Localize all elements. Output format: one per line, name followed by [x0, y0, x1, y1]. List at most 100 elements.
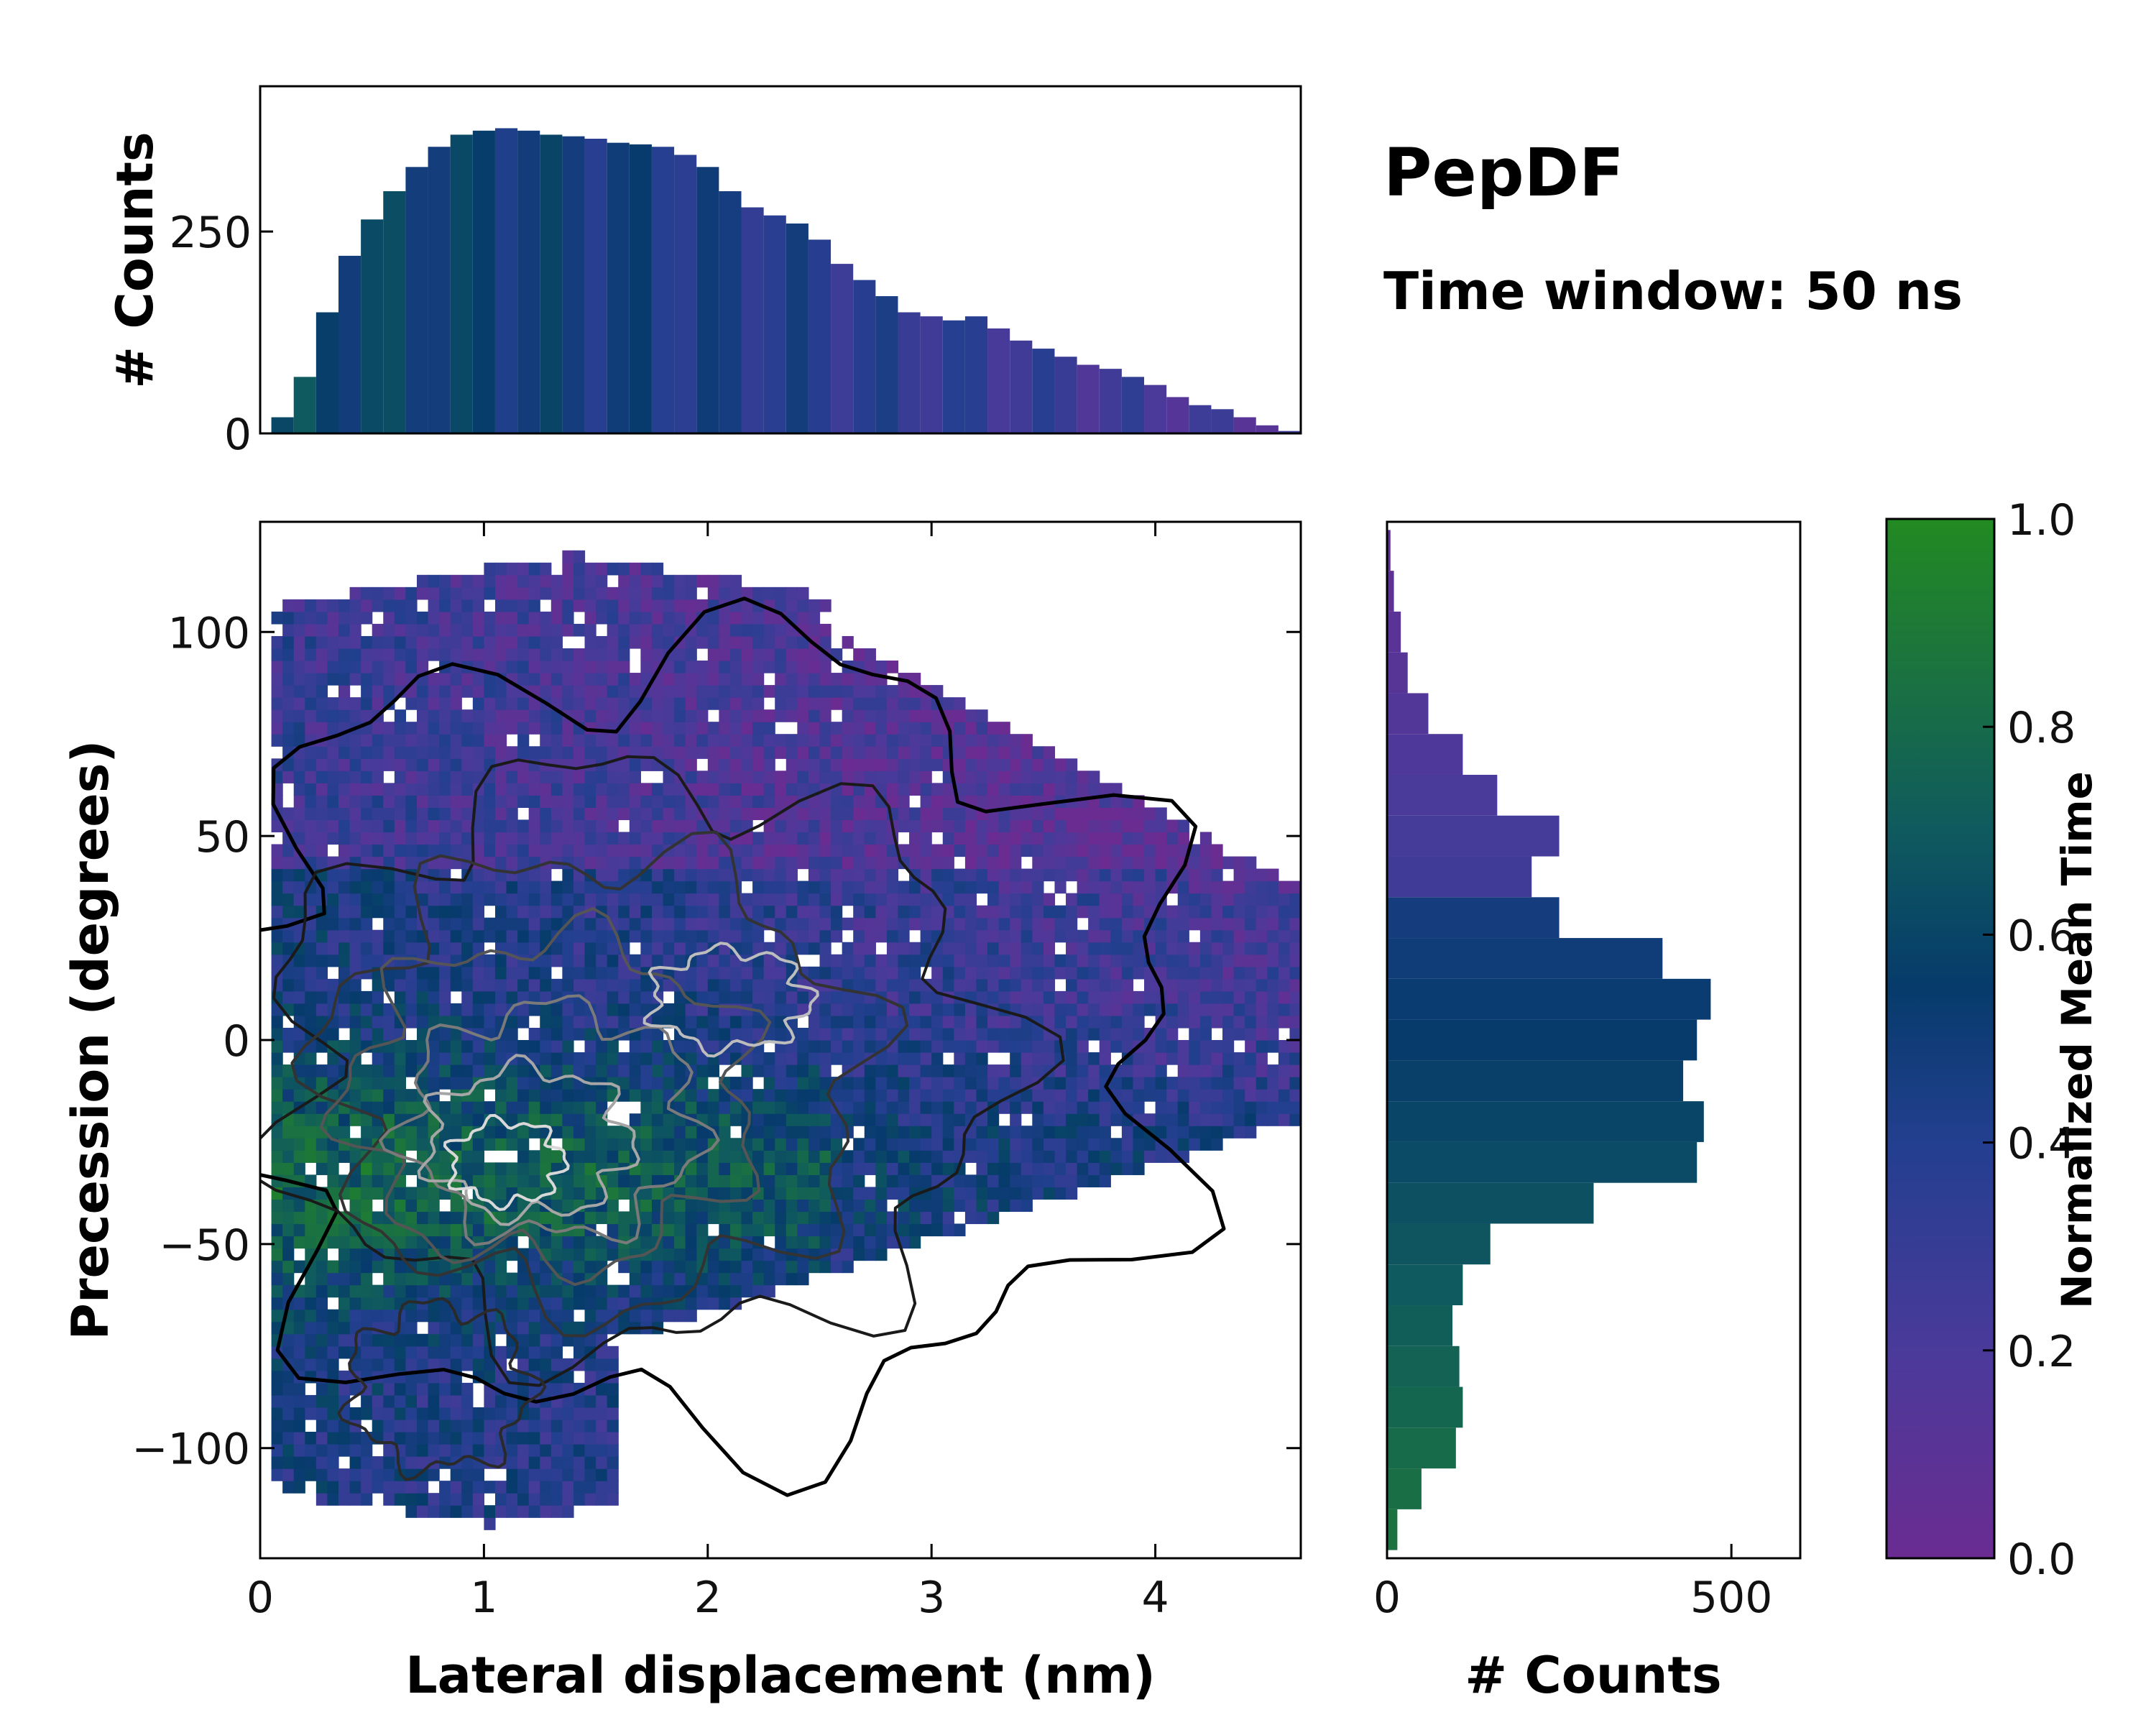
heatmap-cell [886, 1150, 899, 1163]
heatmap-cell [663, 734, 675, 747]
heatmap-cell [1144, 978, 1156, 992]
heatmap-cell [584, 1113, 596, 1126]
heatmap-cell [920, 1150, 932, 1163]
heatmap-cell [1066, 783, 1078, 796]
heatmap-cell [550, 893, 563, 906]
heatmap-cell [383, 1382, 395, 1396]
heatmap-cell [439, 1077, 451, 1090]
heatmap-cell [1289, 966, 1301, 980]
heatmap-cell [763, 1174, 775, 1187]
heatmap-cell [416, 734, 429, 747]
heatmap-cell [1032, 1052, 1044, 1065]
heatmap-cell [416, 1272, 429, 1286]
heatmap-cell [584, 635, 596, 649]
heatmap-cell [797, 832, 809, 845]
heatmap-cell [361, 1236, 373, 1249]
heatmap-cell [1166, 905, 1179, 919]
heatmap-cell [562, 966, 574, 980]
heatmap-cell [775, 586, 787, 600]
heatmap-cell [584, 1150, 596, 1163]
heatmap-cell [1043, 954, 1056, 967]
heatmap-cell [596, 856, 608, 870]
heatmap-cell [752, 990, 765, 1004]
heatmap-cell [1077, 1113, 1089, 1126]
heatmap-cell [853, 1089, 865, 1102]
heatmap-cell [607, 1382, 619, 1396]
heatmap-cell [506, 1309, 518, 1322]
heatmap-cell [618, 599, 630, 612]
heatmap-cell [1289, 1064, 1301, 1077]
heatmap-cell [494, 1174, 507, 1187]
heatmap-cell [1021, 990, 1033, 1004]
heatmap-cell [1245, 1126, 1257, 1138]
heatmap-cell [1099, 1162, 1111, 1175]
heatmap-cell [1144, 1113, 1156, 1126]
heatmap-cell [707, 673, 719, 686]
heatmap-cell [674, 1260, 686, 1274]
heatmap-cell [763, 868, 775, 882]
heatmap-cell [282, 709, 295, 722]
heatmap-cell [909, 1015, 921, 1029]
heatmap-cell [428, 1407, 440, 1420]
heatmap-cell [394, 807, 407, 821]
heatmap-cell [1066, 1089, 1078, 1102]
heatmap-cell [942, 966, 954, 980]
heatmap-cell [405, 1333, 418, 1347]
heatmap-cell [450, 1394, 462, 1408]
heatmap-cell [942, 1015, 954, 1029]
heatmap-cell [786, 1077, 798, 1090]
heatmap-cell [596, 635, 608, 649]
heatmap-cell [1021, 1199, 1033, 1213]
heatmap-cell [763, 990, 775, 1004]
heatmap-cell [517, 734, 530, 747]
heatmap-cell [685, 661, 697, 673]
heatmap-cell [752, 978, 765, 992]
heatmap-cell [372, 1260, 384, 1274]
heatmap-cell [562, 819, 574, 833]
heatmap-cell [685, 758, 697, 771]
heatmap-cell [394, 795, 407, 809]
heatmap-cell [472, 942, 484, 955]
heatmap-cell [607, 697, 619, 710]
heatmap-cell [685, 942, 697, 955]
heatmap-cell [1054, 868, 1067, 882]
heatmap-cell [864, 722, 876, 735]
heatmap-cell [305, 844, 317, 857]
heatmap-cell [942, 1064, 954, 1077]
heatmap-cell [1010, 1174, 1022, 1187]
heatmap-cell [663, 905, 675, 919]
heatmap-cell [618, 1297, 630, 1310]
heatmap-cell [741, 758, 753, 771]
right-bar [1387, 1509, 1398, 1550]
heatmap-cell [853, 1199, 865, 1213]
heatmap-cell [517, 1419, 530, 1432]
heatmap-cell [987, 1199, 1000, 1213]
heatmap-cell [719, 697, 731, 710]
heatmap-cell [696, 990, 709, 1004]
heatmap-cell [361, 746, 373, 759]
heatmap-cell [831, 746, 843, 759]
heatmap-cell [584, 795, 596, 809]
heatmap-cell [540, 1150, 552, 1163]
heatmap-cell [472, 917, 484, 931]
heatmap-cell [506, 1015, 518, 1029]
heatmap-cell [1189, 1101, 1201, 1114]
heatmap-cell [506, 1394, 518, 1408]
heatmap-cell [775, 1174, 787, 1187]
heatmap-cell [293, 1089, 305, 1102]
heatmap-cell [864, 648, 876, 661]
heatmap-cell [942, 1040, 954, 1053]
heatmap-cell [998, 1199, 1010, 1213]
heatmap-cell [1077, 1089, 1089, 1102]
heatmap-cell [315, 1333, 328, 1347]
heatmap-cell [1032, 917, 1044, 931]
heatmap-cell [383, 685, 395, 698]
heatmap-cell [494, 1346, 507, 1359]
heatmap-cell [349, 917, 361, 931]
heatmap-cell [719, 893, 731, 906]
heatmap-cell [954, 734, 966, 747]
heatmap-cell [1032, 1138, 1044, 1151]
heatmap-cell [954, 770, 966, 783]
heatmap-cell [439, 611, 451, 625]
